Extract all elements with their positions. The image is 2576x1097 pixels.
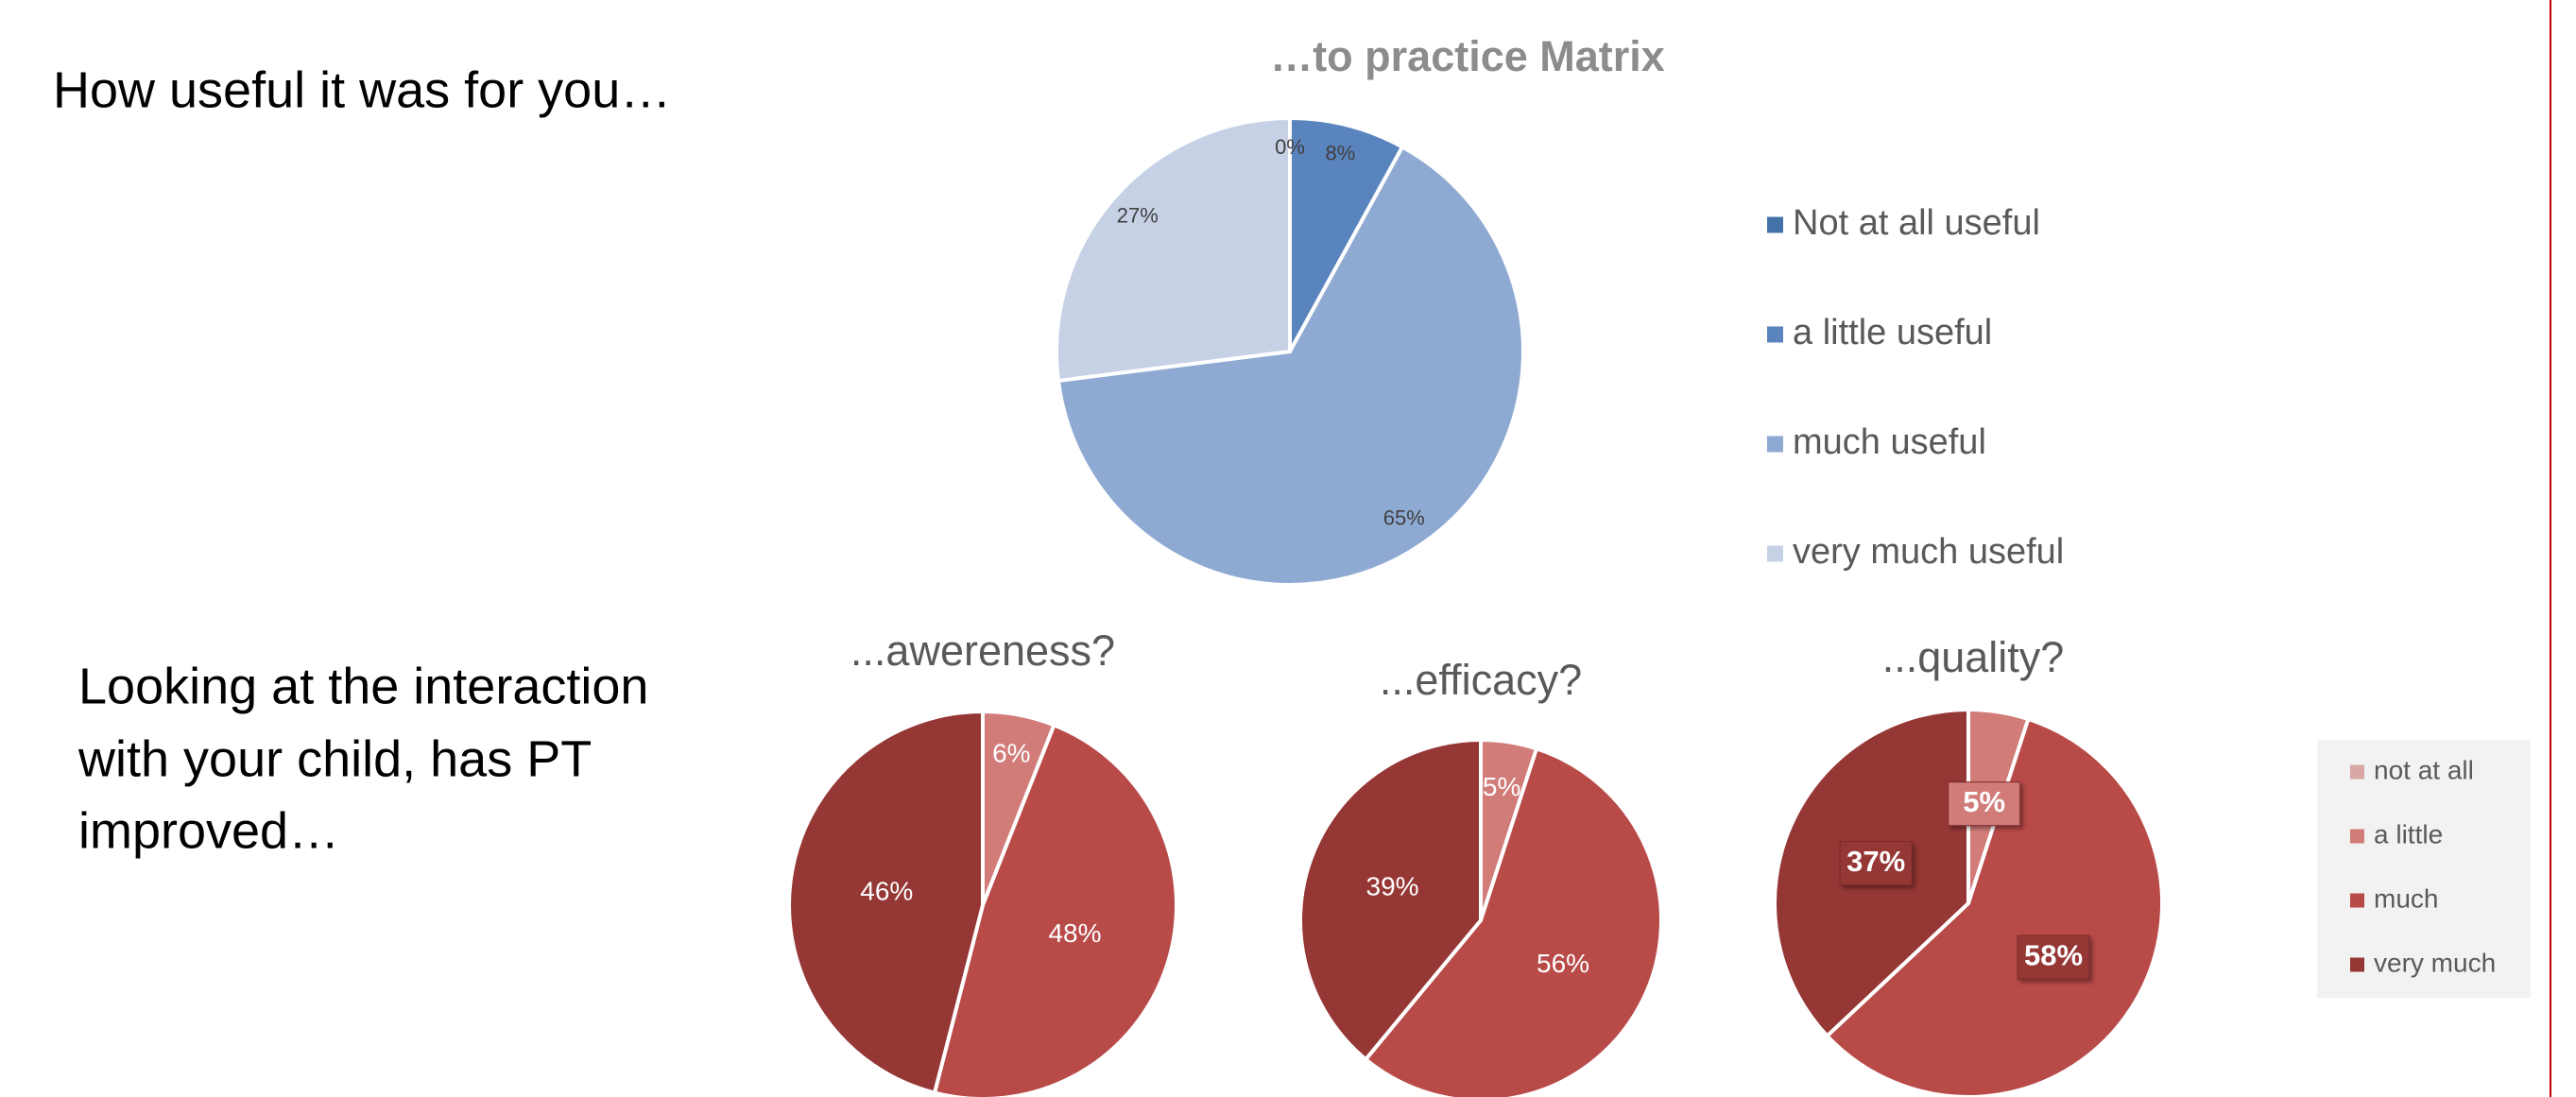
legend-swatch bbox=[1767, 216, 1783, 233]
label-box bbox=[2017, 934, 2090, 980]
data-label: 8% bbox=[1326, 142, 1356, 165]
question-line: improved… bbox=[78, 802, 339, 859]
label-box bbox=[1948, 781, 2021, 827]
data-label: 6% bbox=[992, 738, 1030, 767]
question-line: Looking at the interaction bbox=[78, 658, 648, 714]
data-label: 46% bbox=[860, 877, 913, 906]
data-label: 58% bbox=[2024, 938, 2083, 971]
heading: How useful it was for you… bbox=[53, 61, 671, 118]
legend-swatch bbox=[2350, 893, 2364, 908]
pie-slice bbox=[932, 722, 1178, 1097]
legend-label: very much bbox=[2374, 948, 2496, 977]
legend-label: a little useful bbox=[1793, 313, 1992, 352]
pie-slice bbox=[1363, 746, 1663, 1097]
legend-swatch bbox=[2350, 829, 2364, 844]
data-label: 48% bbox=[1048, 918, 1101, 948]
pie-slice bbox=[1824, 716, 2164, 1097]
chart-title: …to practice Matrix bbox=[1270, 32, 1665, 80]
legend-swatch bbox=[1767, 326, 1783, 343]
legend-swatch bbox=[1767, 545, 1783, 562]
pie-slice bbox=[1056, 144, 1525, 587]
data-label: 65% bbox=[1383, 506, 1425, 530]
label-box bbox=[1839, 841, 1913, 886]
legend-label: Not at all useful bbox=[1793, 203, 2040, 243]
data-label: 5% bbox=[1483, 772, 1520, 801]
data-label: 56% bbox=[1537, 949, 1589, 978]
data-label: 5% bbox=[1963, 785, 2005, 818]
data-label: 37% bbox=[1846, 845, 1905, 878]
chart-title: ...efficacy? bbox=[1380, 656, 1582, 704]
legend-label: very much useful bbox=[1793, 532, 2064, 572]
pie-slice bbox=[1298, 737, 1483, 1062]
legend-label: not at all bbox=[2374, 755, 2474, 784]
pie-slice bbox=[787, 709, 985, 1095]
pie-slice bbox=[1288, 115, 1405, 352]
pie-slice bbox=[1055, 115, 1292, 384]
chart-title: ...quality? bbox=[1882, 633, 2065, 681]
legend-label: much bbox=[2374, 883, 2438, 913]
legend-swatch bbox=[2350, 764, 2364, 780]
legend-label: much useful bbox=[1793, 422, 1986, 462]
question-line: with your child, has PT bbox=[77, 730, 592, 787]
data-label: 27% bbox=[1117, 204, 1159, 228]
legend-label: a little bbox=[2374, 819, 2443, 848]
chart-title: ...awereness? bbox=[850, 626, 1115, 675]
legend-box bbox=[2317, 740, 2531, 998]
data-label: 0% bbox=[1275, 135, 1305, 159]
legend-swatch bbox=[2350, 957, 2364, 972]
legend-swatch bbox=[1767, 436, 1783, 453]
data-label: 39% bbox=[1366, 872, 1419, 901]
